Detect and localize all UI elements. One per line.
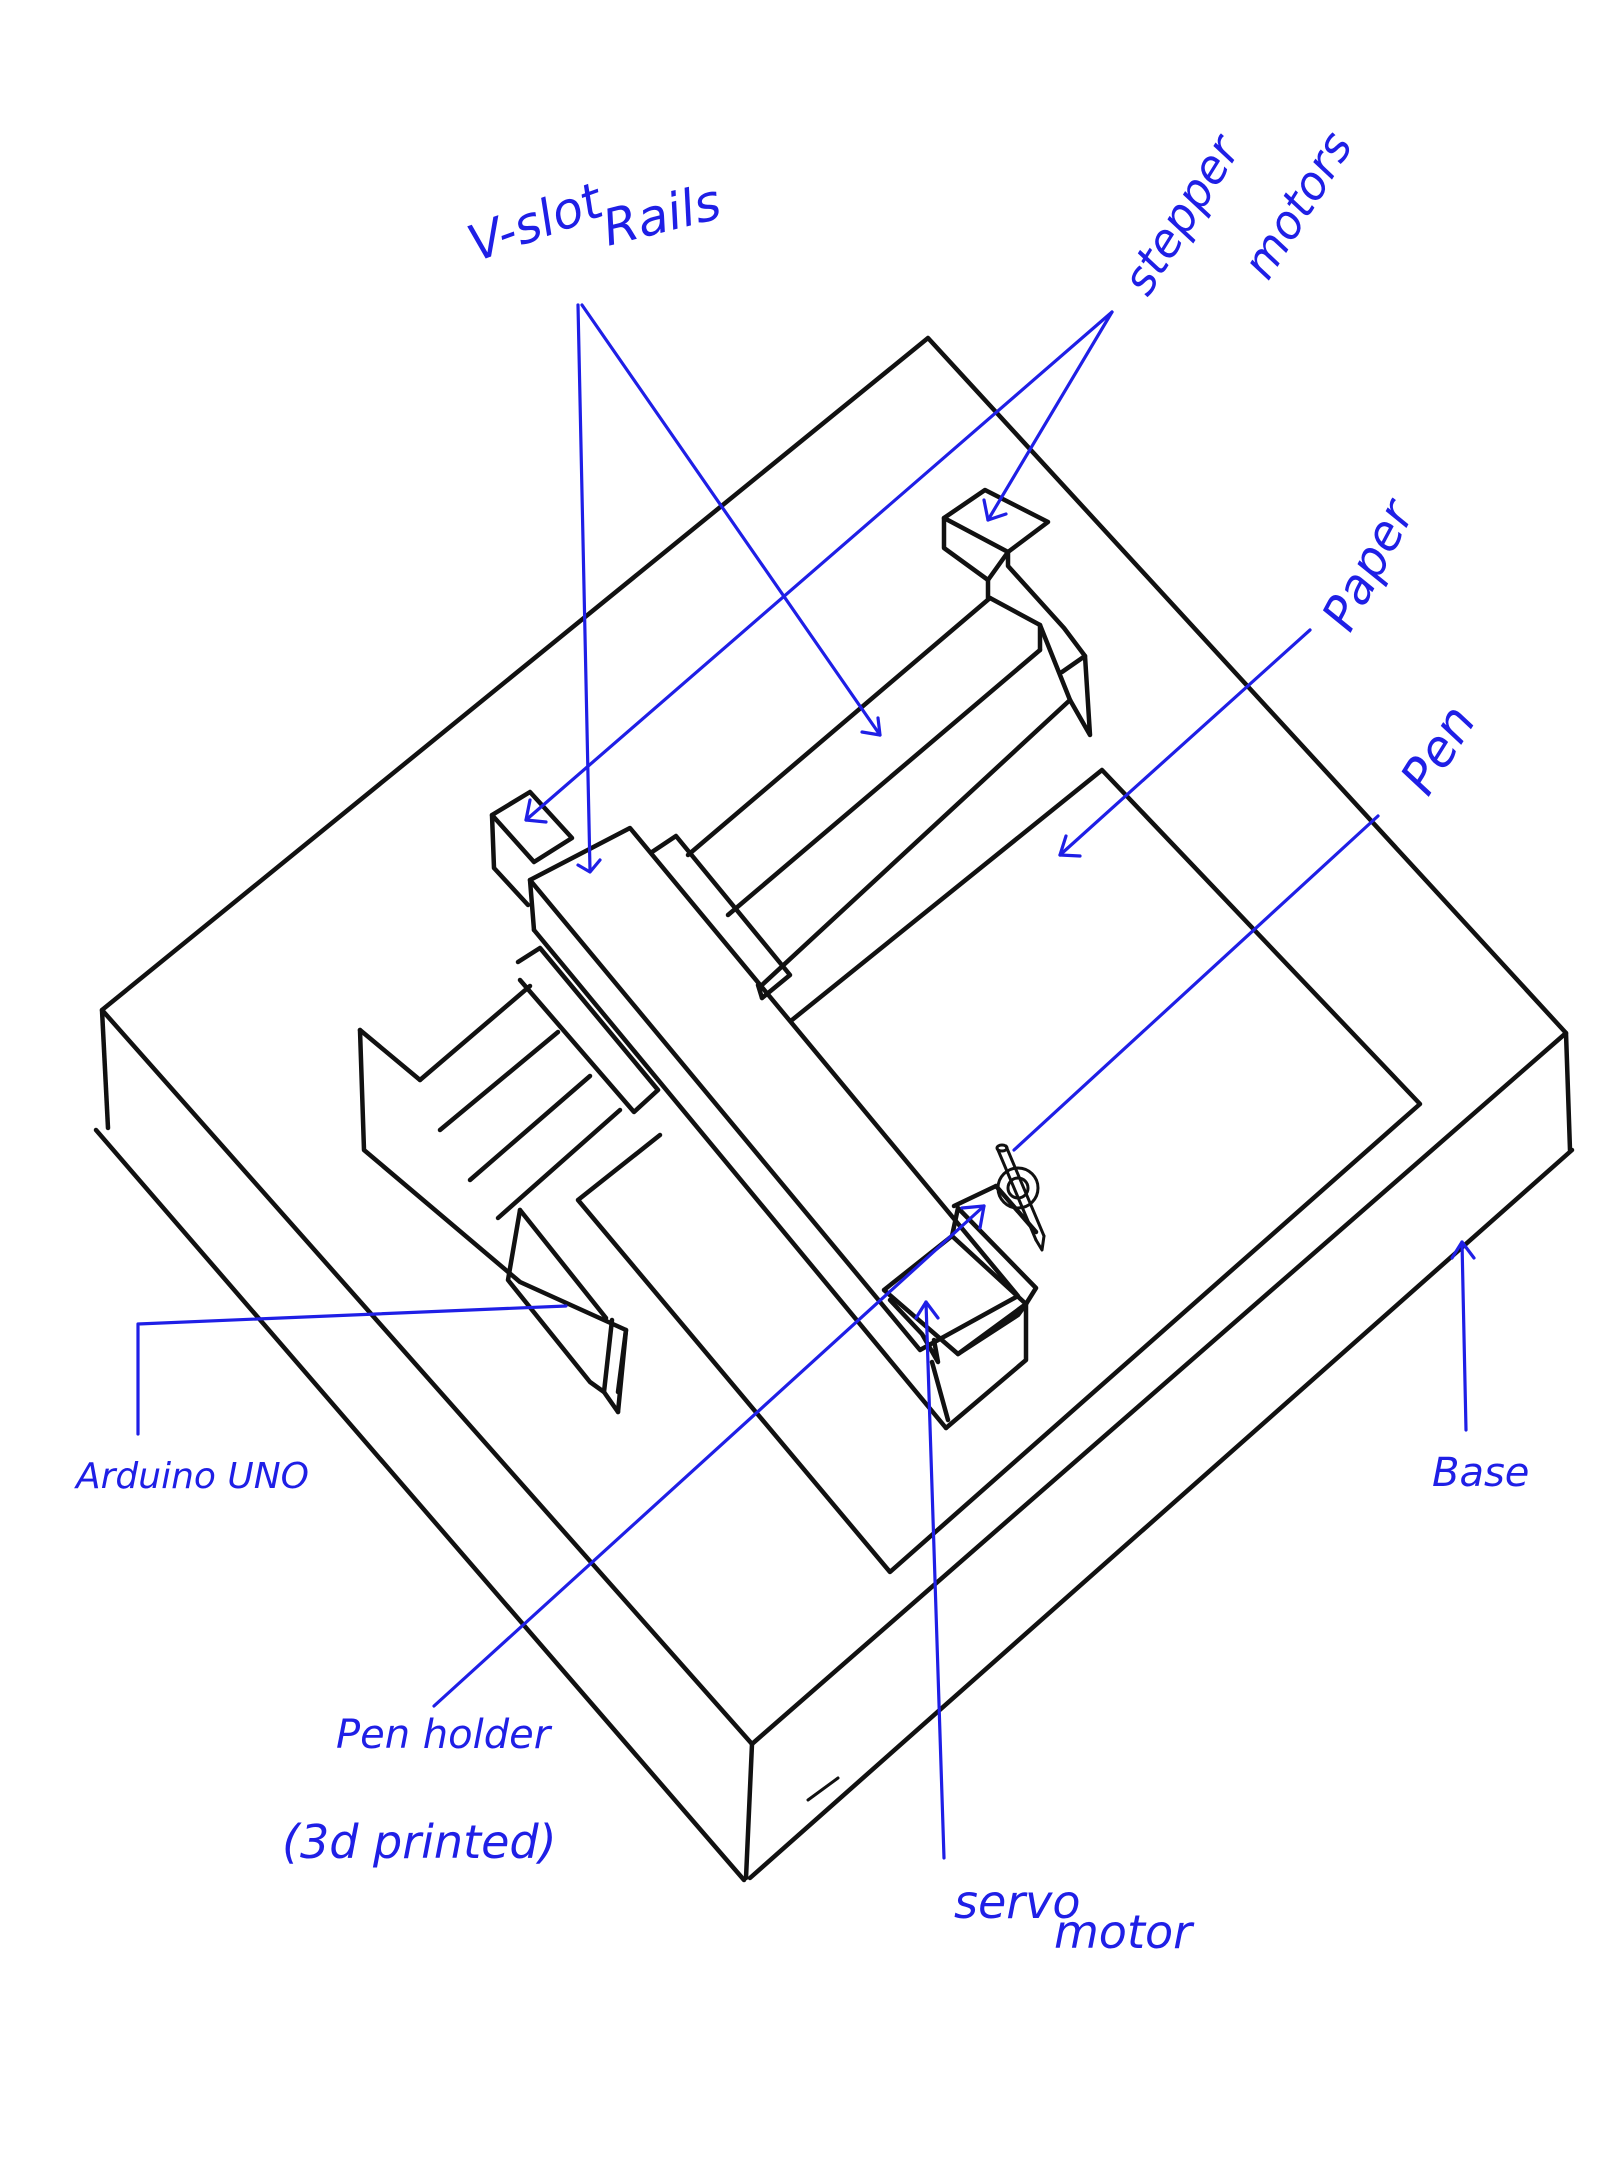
label-servo-motor: servo motor (954, 1875, 1195, 1959)
pen (995, 1143, 1046, 1252)
carriage-block-top (649, 833, 793, 1001)
stepper-motor-right (941, 487, 1093, 738)
label-pen: Pen (1389, 695, 1487, 804)
v-slot-rails-leaders (576, 303, 882, 874)
label-servo-line1: servo (954, 1875, 1081, 1929)
label-pen-holder: Pen holder (3d printed) (282, 1712, 557, 1869)
gantry-x-rail (527, 825, 1021, 1431)
stepper-motors-leaders (524, 310, 1114, 824)
label-v-slot-line2: Rails (597, 173, 727, 258)
label-v-slot-line1: V-slot (460, 171, 612, 274)
label-arduino-uno: Arduino UNO (74, 1456, 309, 1497)
label-pen-holder-line1: Pen holder (336, 1712, 553, 1758)
pen-holder-leader (432, 1204, 986, 1708)
v-slot-rails-x (417, 983, 623, 1221)
arduino-leader (136, 1304, 568, 1436)
base-board (93, 335, 1575, 1883)
pen-leader (1012, 814, 1380, 1152)
paper-sheet (575, 767, 1423, 1575)
label-base: Base (1432, 1450, 1529, 1496)
label-servo-line2: motor (1054, 1905, 1195, 1959)
label-paper: Paper (1311, 489, 1427, 640)
carriage-block-bottom (515, 945, 661, 1115)
label-stepper-line2: motors (1232, 122, 1364, 288)
stepper-motor-left (489, 789, 575, 908)
pen-holder-servo (881, 1183, 1039, 1431)
servo-motor-leader (914, 1300, 946, 1860)
paper-leader (1058, 628, 1312, 858)
label-v-slot-rails: V-slot Rails (460, 171, 726, 274)
arduino-uno-board (505, 1207, 629, 1415)
label-stepper-line1: stepper (1112, 123, 1253, 303)
label-pen-holder-line2: (3d printed) (282, 1815, 557, 1869)
base-leader (1450, 1240, 1476, 1432)
label-stepper-motors: stepper motors (1112, 122, 1364, 304)
v-slot-rails-y (685, 595, 1073, 988)
